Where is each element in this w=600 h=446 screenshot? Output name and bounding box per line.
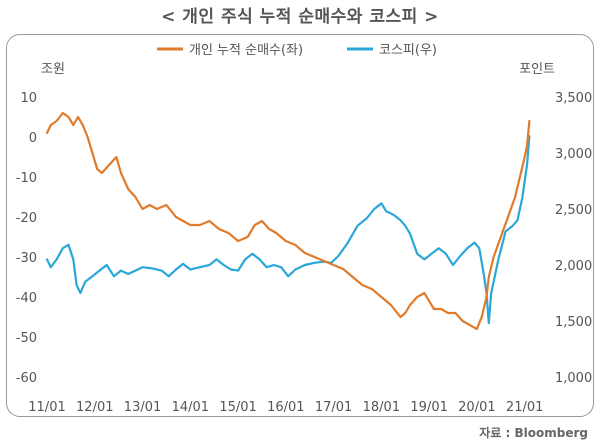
left-tick-label: -60 bbox=[16, 371, 37, 386]
left-tick-label: -20 bbox=[16, 211, 37, 226]
x-tick-label: 16/01 bbox=[267, 400, 304, 415]
right-tick-label: 3,500 bbox=[555, 91, 592, 106]
right-tick-label: 1,500 bbox=[555, 315, 592, 330]
left-tick-label: 10 bbox=[20, 91, 37, 106]
source-note: 자료 : Bloomberg bbox=[479, 426, 588, 440]
x-tick-label: 15/01 bbox=[219, 400, 256, 415]
series-line-individual bbox=[45, 111, 531, 331]
x-tick-label: 18/01 bbox=[363, 400, 400, 415]
chart-title: < 개인 주식 누적 순매수와 코스피 > bbox=[161, 7, 439, 27]
left-axis-label: 조원 bbox=[41, 62, 65, 77]
x-tick-label: 12/01 bbox=[76, 400, 113, 415]
chart-svg: 개인 누적 순매수(좌) 코스피(우) 조원 포인트 10 0 -10 -20 -30 -40 -… bbox=[16, 43, 592, 415]
axes: 조원 포인트 10 0 -10 -20 -30 -40 -50 -60 3,500 3,000 2,50… bbox=[16, 62, 592, 415]
left-tick-label: -40 bbox=[16, 291, 37, 306]
x-tick-label: 19/01 bbox=[410, 400, 447, 415]
legend-label-individual: 개인 누적 순매수(좌) bbox=[189, 43, 303, 58]
x-tick-label: 14/01 bbox=[172, 400, 209, 415]
left-tick-label: 0 bbox=[29, 131, 37, 146]
x-tick-label: 13/01 bbox=[124, 400, 161, 415]
right-tick-label: 3,000 bbox=[555, 147, 592, 162]
legend-label-kospi: 코스피(우) bbox=[379, 43, 437, 58]
left-tick-label: -10 bbox=[16, 171, 37, 186]
series-lines bbox=[45, 111, 531, 331]
legend: 개인 누적 순매수(좌) 코스피(우) bbox=[157, 43, 437, 58]
left-tick-label: -30 bbox=[16, 251, 37, 266]
chart-panel: 개인 누적 순매수(좌) 코스피(우) 조원 포인트 10 0 -10 -20 -30 -40 -… bbox=[6, 34, 594, 417]
x-tick-label: 17/01 bbox=[315, 400, 352, 415]
series-line-kospi bbox=[45, 135, 531, 325]
right-axis-label: 포인트 bbox=[519, 62, 555, 77]
right-tick-label: 2,000 bbox=[555, 259, 592, 274]
x-tick-label: 20/01 bbox=[458, 400, 495, 415]
left-tick-label: -50 bbox=[16, 331, 37, 346]
x-tick-label: 21/01 bbox=[506, 400, 543, 415]
right-tick-label: 2,500 bbox=[555, 203, 592, 218]
right-tick-label: 1,000 bbox=[555, 371, 592, 386]
x-tick-label: 11/01 bbox=[28, 400, 65, 415]
